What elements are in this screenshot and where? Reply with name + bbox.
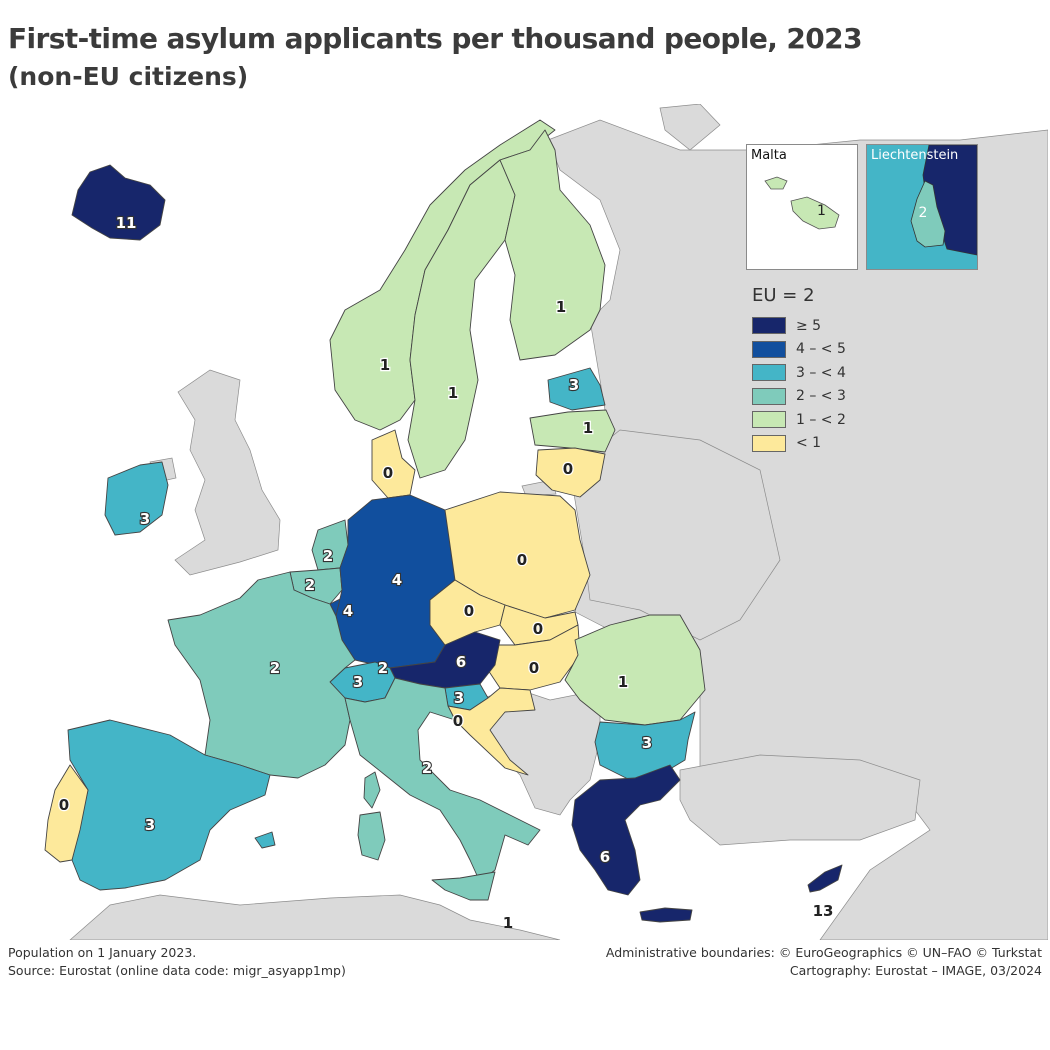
legend-swatch	[752, 364, 786, 382]
sicily-shape	[431, 871, 496, 901]
page-title: First-time asylum applicants per thousan…	[8, 22, 863, 55]
liechtenstein-inset-label: Liechtenstein	[871, 148, 959, 163]
legend-swatch	[752, 317, 786, 335]
legend-label: 3 – < 4	[796, 364, 846, 381]
legend-label: 1 – < 2	[796, 411, 846, 428]
turkey-land	[679, 754, 921, 846]
belarus-ukraine-land	[569, 429, 781, 641]
label-netherlands: 2	[323, 547, 333, 565]
malta-inset-map: 1	[764, 176, 840, 230]
legend-item: 1 – < 2	[752, 408, 846, 432]
liechtenstein-inset: 2 Liechtenstein	[866, 144, 978, 270]
legend-swatch	[752, 411, 786, 429]
malta-inset-value: 1	[817, 203, 826, 219]
label-lithuania: 0	[563, 460, 573, 478]
label-croatia: 0	[453, 712, 463, 730]
label-romania: 1	[618, 673, 628, 691]
non-eu-land	[69, 104, 1048, 940]
label-czechia: 0	[464, 602, 474, 620]
legend: EU = 2 ≥ 5 4 – < 5 3 – < 4 2 – < 3 1 – <…	[752, 285, 846, 455]
label-malta: 1	[503, 914, 513, 932]
label-estonia: 3	[569, 376, 579, 394]
legend-title: EU = 2	[752, 285, 815, 306]
liechtenstein-inset-map: 2	[867, 145, 977, 269]
label-slovenia: 3	[454, 689, 464, 707]
north-africa-land	[69, 894, 561, 940]
value-labels: 11 1 1 1 3 1 0 0 3 2 2 4 4 0 0 0 0 6 3 2…	[58, 213, 834, 932]
cartography-credit: Cartography: Eurostat – IMAGE, 03/2024	[789, 963, 1042, 978]
crete-shape	[639, 907, 693, 923]
legend-swatch	[752, 387, 786, 405]
source-note: Source: Eurostat (online data code: migr…	[8, 963, 346, 978]
hungary-shape	[487, 624, 581, 691]
legend-label: 2 – < 3	[796, 388, 846, 405]
malta-inset: Malta 1	[746, 144, 858, 270]
sweden-shape	[407, 159, 516, 479]
label-slovakia: 0	[533, 620, 543, 638]
label-france: 2	[270, 659, 280, 677]
legend-item: 2 – < 3	[752, 385, 846, 409]
estonia-shape	[547, 367, 606, 411]
gozo-shape	[764, 176, 788, 190]
svalbard-scandic-northeast	[659, 104, 721, 151]
label-poland: 0	[517, 551, 527, 569]
balearic-shape	[254, 831, 276, 849]
legend-swatch	[752, 340, 786, 358]
label-finland: 1	[556, 298, 566, 316]
label-norway: 1	[380, 356, 390, 374]
page-subtitle: (non-EU citizens)	[8, 62, 249, 91]
label-greece: 6	[600, 848, 610, 866]
label-ireland: 3	[140, 510, 150, 528]
footer-left: Population on 1 January 2023. Source: Eu…	[8, 944, 346, 980]
label-sweden: 1	[448, 384, 458, 402]
label-bulgaria: 3	[642, 734, 652, 752]
label-spain: 3	[145, 816, 155, 834]
latvia-shape	[529, 409, 616, 453]
legend-item: ≥ 5	[752, 314, 846, 338]
legend-item: 4 – < 5	[752, 338, 846, 362]
population-note: Population on 1 January 2023.	[8, 945, 197, 960]
liechtenstein-inset-value: 2	[919, 205, 928, 221]
corsica-shape	[363, 771, 381, 809]
label-austria: 6	[456, 653, 466, 671]
liechtenstein-inset-shape	[910, 180, 946, 248]
denmark-shape	[371, 429, 416, 499]
label-iceland: 11	[116, 214, 137, 232]
legend-label: 4 – < 5	[796, 341, 846, 358]
label-belgium: 2	[305, 576, 315, 594]
boundaries-credit: Administrative boundaries: © EuroGeograp…	[605, 945, 1042, 960]
ireland-shape	[104, 461, 169, 536]
label-italy: 2	[422, 759, 432, 777]
malta-island-shape	[790, 196, 840, 230]
iceland-shape	[71, 164, 166, 241]
legend-label: ≥ 5	[796, 317, 822, 334]
label-portugal: 0	[59, 796, 69, 814]
finland-shape	[499, 129, 606, 361]
label-hungary: 0	[529, 659, 539, 677]
legend-swatch	[752, 434, 786, 452]
label-switzerland: 3	[353, 673, 363, 691]
label-liechtenstein: 2	[378, 659, 388, 677]
label-luxembourg: 4	[343, 602, 353, 620]
legend-item: < 1	[752, 432, 846, 456]
croatia-shape	[447, 687, 536, 776]
great-britain-land	[174, 369, 281, 576]
label-denmark: 0	[383, 464, 393, 482]
label-cyprus: 13	[813, 902, 834, 920]
bulgaria-shape	[594, 711, 696, 781]
cyprus-shape	[807, 864, 843, 893]
label-germany: 4	[392, 571, 402, 589]
portugal-shape	[44, 764, 89, 863]
countries	[44, 119, 843, 923]
lithuania-shape	[535, 447, 606, 498]
sardinia-shape	[357, 811, 386, 861]
malta-inset-label: Malta	[751, 148, 787, 163]
legend-item: 3 – < 4	[752, 361, 846, 385]
greece-shape	[571, 764, 681, 896]
footer-right: Administrative boundaries: © EuroGeograp…	[606, 944, 1042, 980]
label-latvia: 1	[583, 419, 593, 437]
legend-label: < 1	[796, 435, 822, 452]
italy-shape	[344, 677, 541, 883]
